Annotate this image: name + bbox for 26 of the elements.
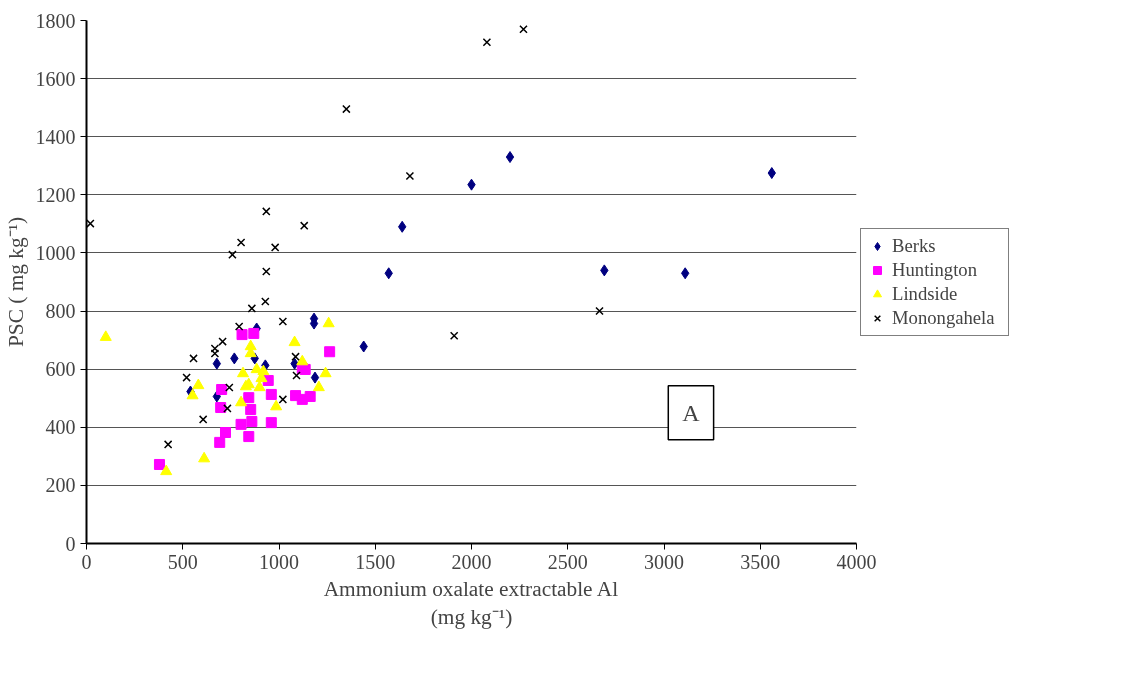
y-tick-label: 600 bbox=[45, 358, 76, 381]
x-tick-label: 3500 bbox=[740, 550, 781, 573]
y-tick-label: 400 bbox=[45, 416, 76, 439]
y-axis-title: PSC ( mg kg⁻¹) bbox=[3, 216, 28, 348]
x-tick-label: 0 bbox=[81, 550, 92, 573]
x-tick-label: 1000 bbox=[259, 550, 299, 573]
y-tick-label: 1600 bbox=[35, 67, 76, 90]
y-tick-label: 1400 bbox=[35, 125, 76, 148]
y-tick-label: 800 bbox=[45, 300, 76, 323]
x-tick-label: 2500 bbox=[547, 550, 588, 573]
legend-label: Monongahela bbox=[892, 306, 996, 329]
x-tick-label: 1500 bbox=[355, 550, 396, 573]
legend-label: Lindside bbox=[892, 282, 959, 305]
x-tick-label: 3000 bbox=[644, 550, 684, 573]
annotation: A bbox=[682, 399, 701, 426]
legend-label: Huntington bbox=[892, 258, 978, 281]
x-tick-label: 2000 bbox=[451, 550, 492, 573]
y-tick-label: 0 bbox=[65, 532, 76, 555]
x-tick-label: 4000 bbox=[836, 550, 877, 573]
y-tick-label: 1800 bbox=[35, 9, 76, 32]
x-tick-label: 500 bbox=[167, 550, 198, 573]
y-tick-label: 1200 bbox=[35, 183, 76, 206]
y-tick-label: 1000 bbox=[35, 241, 76, 264]
x-axis-title: Ammonium oxalate extractable Al (mg kg⁻¹) bbox=[323, 576, 619, 630]
legend-label: Berks bbox=[892, 234, 937, 257]
y-tick-label: 200 bbox=[45, 474, 76, 497]
